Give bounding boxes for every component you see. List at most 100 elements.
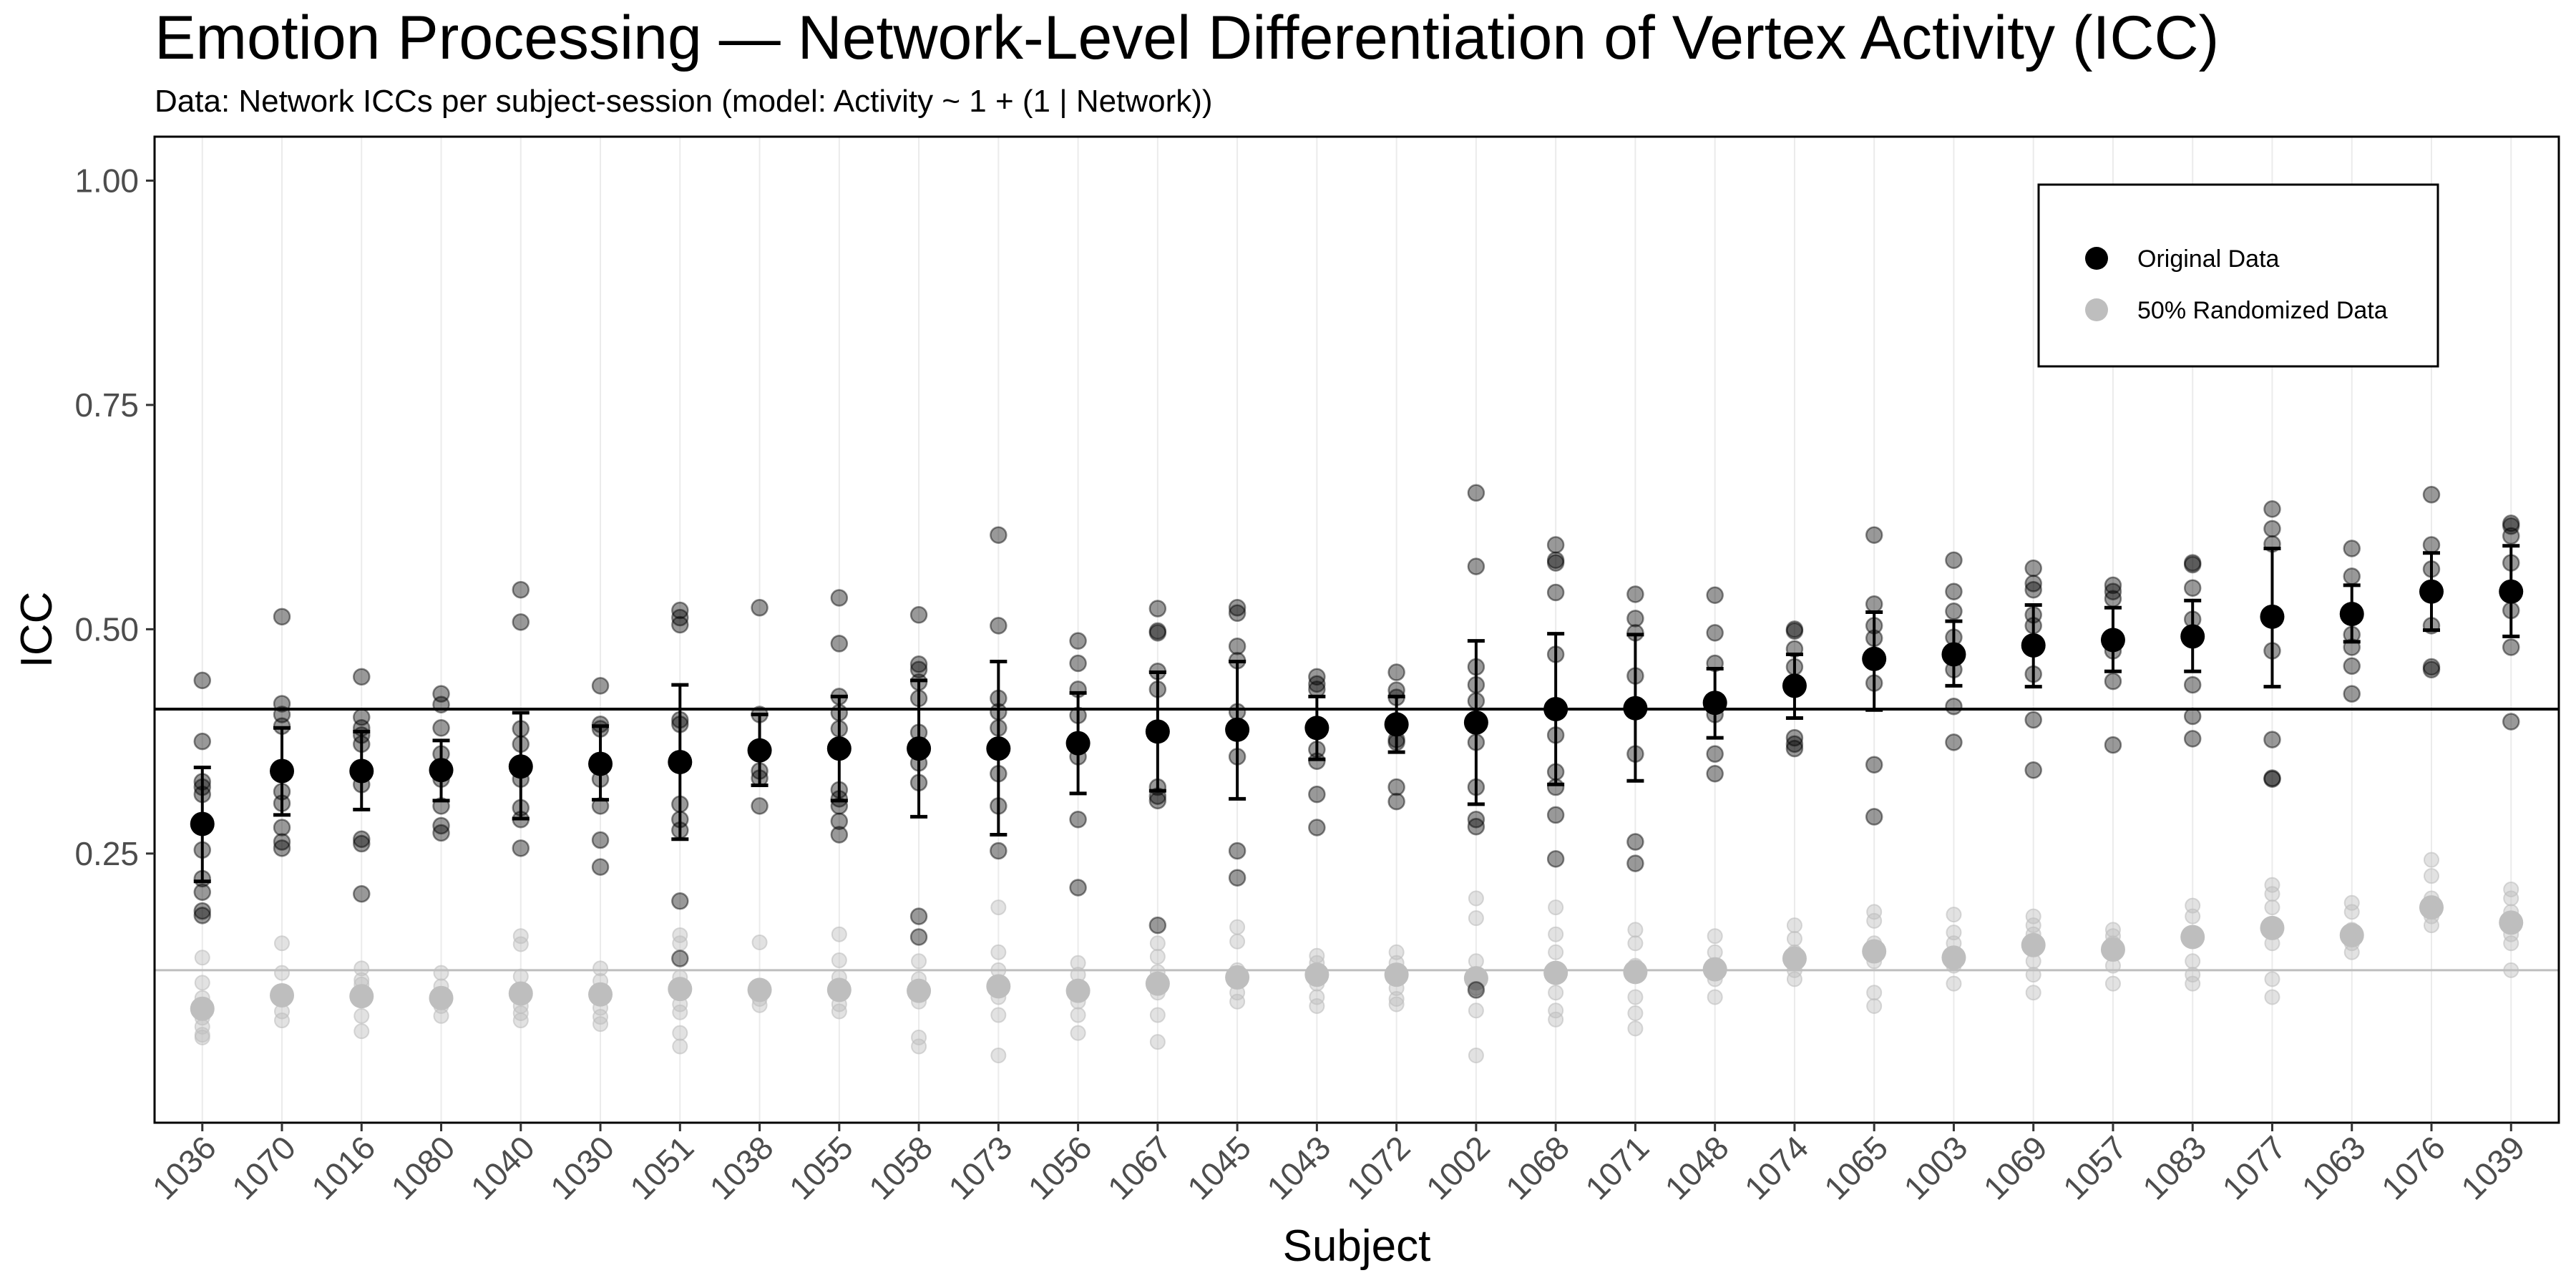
x-tick-label: 1074 bbox=[1737, 1128, 1815, 1206]
original-point-1043 bbox=[1308, 785, 1326, 804]
original-point-1045 bbox=[1228, 604, 1246, 623]
original-point-1056 bbox=[1069, 879, 1087, 897]
original-point-1058 bbox=[909, 928, 928, 946]
x-tick-label: 1003 bbox=[1896, 1128, 1974, 1206]
original-mean-1048 bbox=[1702, 691, 1727, 716]
original-point-1045 bbox=[1228, 599, 1246, 617]
original-point-1003 bbox=[1945, 551, 1963, 570]
original-point-1083 bbox=[2183, 579, 2202, 597]
original-mean-1067 bbox=[1145, 719, 1170, 744]
original-point-1039 bbox=[2502, 713, 2520, 731]
original-mean-1002 bbox=[1463, 710, 1488, 735]
randomized-point-1036 bbox=[194, 975, 210, 991]
randomized-point-1068 bbox=[1548, 944, 1564, 960]
randomized-point-1051 bbox=[672, 1038, 688, 1055]
legend: Original Data 50% Randomized Data bbox=[2037, 183, 2439, 368]
original-mean-1003 bbox=[1941, 642, 1966, 667]
legend-label-randomized: 50% Randomized Data bbox=[2137, 297, 2388, 324]
original-point-1057 bbox=[2104, 582, 2122, 600]
original-point-1080 bbox=[432, 685, 450, 703]
original-point-1058 bbox=[909, 907, 928, 925]
original-point-1016 bbox=[353, 708, 371, 726]
original-point-1016 bbox=[353, 885, 371, 903]
randomized-mean-1067 bbox=[1145, 971, 1170, 996]
randomized-point-1016 bbox=[353, 1008, 370, 1024]
randomized-point-1076 bbox=[2423, 868, 2439, 884]
randomized-mean-1077 bbox=[2260, 915, 2285, 940]
original-point-1055 bbox=[830, 826, 849, 844]
randomized-point-1068 bbox=[1548, 985, 1564, 1001]
original-mean-1065 bbox=[1862, 646, 1887, 671]
legend-key-original bbox=[2085, 247, 2108, 270]
original-point-1043 bbox=[1308, 819, 1326, 836]
x-tick-label: 1039 bbox=[2454, 1128, 2532, 1206]
original-point-1076 bbox=[2422, 660, 2441, 679]
original-mean-1038 bbox=[747, 738, 772, 763]
randomized-point-1030 bbox=[592, 1016, 609, 1033]
randomized-point-1065 bbox=[1866, 997, 1883, 1014]
x-tick-label: 1070 bbox=[225, 1128, 303, 1206]
original-point-1045 bbox=[1228, 869, 1246, 887]
randomized-mean-1056 bbox=[1065, 978, 1091, 1003]
x-tick-label: 1072 bbox=[1340, 1128, 1418, 1206]
randomized-mean-1069 bbox=[2021, 932, 2046, 957]
original-point-1067 bbox=[1148, 600, 1167, 618]
x-tick-label: 1056 bbox=[1021, 1128, 1099, 1206]
original-point-1070 bbox=[273, 608, 291, 626]
original-point-1065 bbox=[1865, 808, 1883, 826]
original-point-1057 bbox=[2104, 736, 2122, 754]
randomized-point-1077 bbox=[2264, 899, 2280, 916]
original-point-1030 bbox=[591, 677, 610, 695]
randomized-point-1077 bbox=[2264, 886, 2280, 902]
original-point-1077 bbox=[2263, 731, 2281, 748]
original-point-1045 bbox=[1228, 841, 1246, 860]
original-point-1068 bbox=[1546, 551, 1565, 570]
x-tick-label: 1016 bbox=[304, 1128, 382, 1206]
randomized-point-1045 bbox=[1229, 933, 1246, 950]
original-point-1069 bbox=[2024, 711, 2042, 729]
original-point-1002 bbox=[1467, 981, 1485, 999]
original-point-1072 bbox=[1387, 792, 1405, 811]
original-mean-1074 bbox=[1782, 673, 1807, 698]
original-point-1051 bbox=[671, 608, 689, 627]
randomized-mean-1080 bbox=[429, 985, 454, 1010]
randomized-point-1080 bbox=[433, 965, 449, 981]
original-point-1065 bbox=[1865, 756, 1883, 774]
original-mean-1071 bbox=[1623, 696, 1648, 721]
original-point-1080 bbox=[432, 696, 450, 713]
original-point-1067 bbox=[1148, 624, 1167, 642]
original-mean-1070 bbox=[270, 758, 295, 784]
randomized-point-1016 bbox=[353, 1023, 370, 1040]
original-mean-1080 bbox=[429, 758, 454, 783]
randomized-point-1072 bbox=[1388, 944, 1405, 960]
original-point-1074 bbox=[1785, 620, 1804, 638]
randomized-point-1072 bbox=[1388, 990, 1405, 1007]
original-point-1057 bbox=[2104, 672, 2122, 691]
x-tick-label: 1067 bbox=[1101, 1128, 1179, 1206]
x-tick-label: 1058 bbox=[862, 1128, 940, 1206]
randomized-point-1030 bbox=[592, 960, 609, 977]
original-mean-1030 bbox=[588, 751, 613, 776]
randomized-mean-1055 bbox=[826, 977, 852, 1002]
original-point-1077 bbox=[2263, 769, 2281, 787]
original-point-1003 bbox=[1945, 602, 1963, 620]
original-point-1067 bbox=[1148, 916, 1167, 935]
original-point-1051 bbox=[671, 615, 689, 634]
y-tick-label: 0.50 bbox=[74, 610, 139, 648]
randomized-point-1002 bbox=[1468, 890, 1484, 907]
original-point-1068 bbox=[1546, 850, 1565, 868]
x-tick-label: 1083 bbox=[2135, 1128, 2213, 1206]
randomized-point-1074 bbox=[1786, 917, 1802, 934]
original-mean-1057 bbox=[2100, 628, 2125, 653]
randomized-mean-1083 bbox=[2180, 924, 2205, 950]
original-point-1048 bbox=[1706, 586, 1724, 604]
original-mean-1045 bbox=[1225, 717, 1250, 742]
x-tick-label: 1063 bbox=[2295, 1128, 2373, 1206]
x-tick-label: 1036 bbox=[145, 1128, 223, 1206]
randomized-mean-1036 bbox=[190, 996, 215, 1021]
original-point-1074 bbox=[1785, 739, 1804, 758]
original-point-1056 bbox=[1069, 810, 1087, 829]
randomized-point-1071 bbox=[1627, 922, 1644, 938]
x-tick-label: 1051 bbox=[623, 1128, 701, 1206]
randomized-point-1065 bbox=[1866, 912, 1883, 929]
